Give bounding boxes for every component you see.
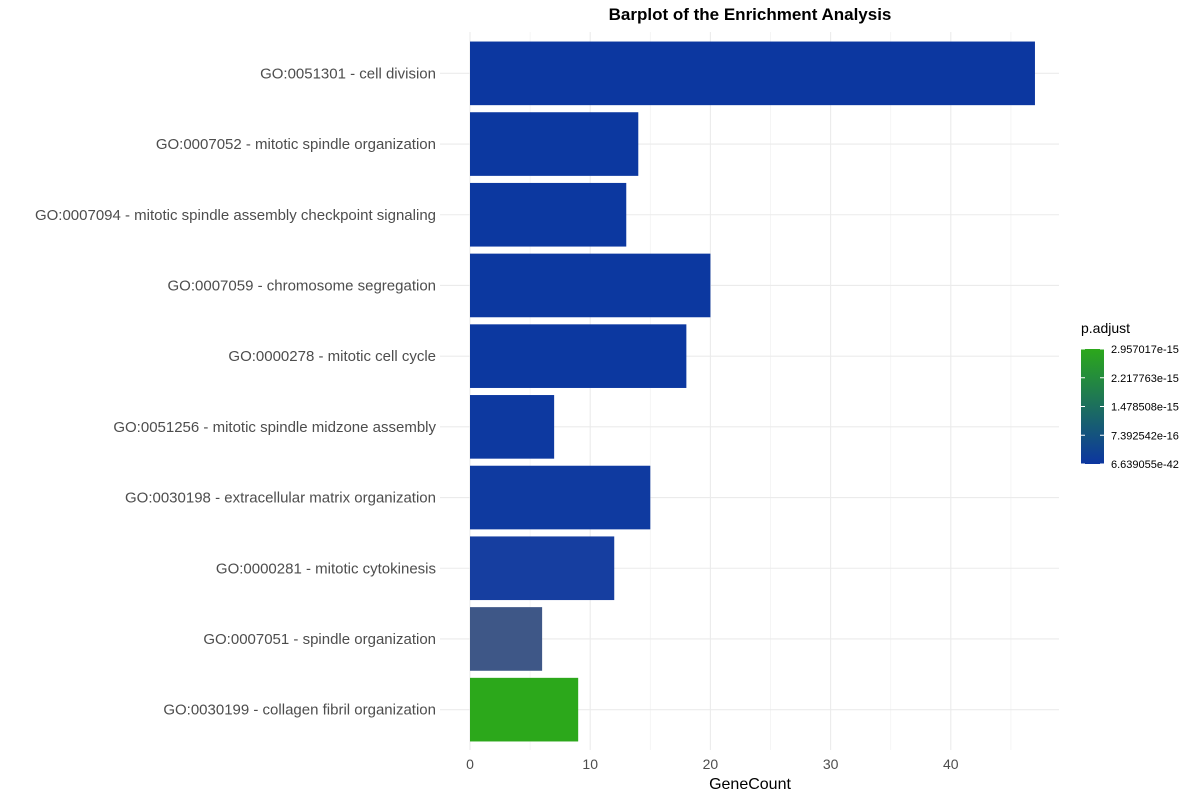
category-label: GO:0051301 - cell division <box>260 65 436 82</box>
legend-colorbar <box>1081 349 1104 464</box>
bar <box>470 324 687 388</box>
category-label: GO:0007059 - chromosome segregation <box>168 277 436 294</box>
legend-label: 2.217763e-15 <box>1111 373 1179 385</box>
category-label: GO:0007052 - mitotic spindle organizatio… <box>156 136 436 153</box>
category-labels: GO:0051301 - cell division GO:0007052 - m… <box>35 65 437 718</box>
bars <box>470 41 1035 742</box>
legend-title: p.adjust <box>1081 320 1130 336</box>
bar <box>470 253 711 318</box>
category-label: GO:0007094 - mitotic spindle assembly ch… <box>35 207 436 224</box>
category-label: GO:0030199 - collagen fibril organizatio… <box>163 702 436 719</box>
category-label: GO:0000278 - mitotic cell cycle <box>228 348 436 365</box>
chart-title: Barplot of the Enrichment Analysis <box>609 5 892 24</box>
x-tick-label: 30 <box>823 756 839 772</box>
legend-labels: 2.957017e-15 2.217763e-15 1.478508e-15 7.39… <box>1081 344 1179 471</box>
x-tick-labels: 0 10 20 30 40 <box>466 756 959 772</box>
x-axis-title: GeneCount <box>709 776 791 793</box>
category-label: GO:0007051 - spindle organization <box>203 631 436 648</box>
x-tick-label: 20 <box>703 756 719 772</box>
x-tick-label: 0 <box>466 756 474 772</box>
category-label: GO:0051256 - mitotic spindle midzone ass… <box>113 419 436 436</box>
bar <box>470 536 615 601</box>
bar <box>470 465 651 530</box>
bar <box>470 112 639 176</box>
x-tick-label: 10 <box>582 756 598 772</box>
legend-label: 7.392542e-16 <box>1111 430 1179 442</box>
bar <box>470 607 543 671</box>
legend: p.adjust 2.957017e-15 2.217763e-15 1.47850… <box>1081 320 1179 471</box>
category-label: GO:0030198 - extracellular matrix organi… <box>125 490 436 507</box>
category-label: GO:0000281 - mitotic cytokinesis <box>216 560 436 577</box>
bar <box>470 182 627 247</box>
x-tick-label: 40 <box>943 756 959 772</box>
legend-label: 6.639055e-42 <box>1111 459 1179 471</box>
legend-label: 2.957017e-15 <box>1111 344 1179 356</box>
legend-label: 1.478508e-15 <box>1111 402 1179 414</box>
bar <box>470 677 579 742</box>
bar <box>470 395 555 459</box>
bar <box>470 41 1035 106</box>
